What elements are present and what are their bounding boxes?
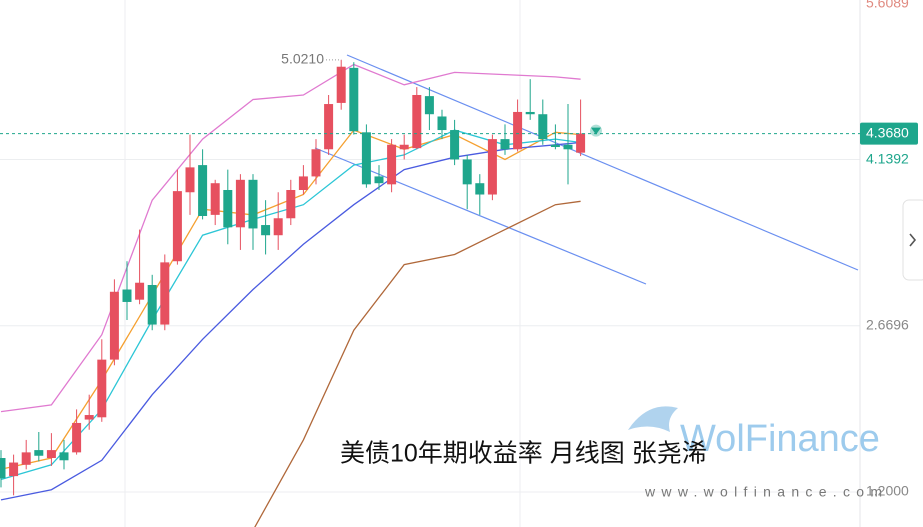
candle-body — [147, 284, 157, 325]
brand-icon — [628, 406, 678, 432]
candle-body — [97, 359, 107, 418]
candle-body — [210, 183, 220, 215]
candle-body — [0, 458, 6, 479]
last-price-label: 4.3680 — [866, 124, 909, 140]
candle-body — [513, 111, 523, 150]
candle-body — [248, 179, 258, 229]
plot-area — [0, 54, 859, 527]
candle-body — [311, 149, 321, 177]
candle-body — [399, 144, 409, 150]
candle-body — [235, 179, 245, 228]
candle-body — [34, 450, 44, 456]
candle-body — [412, 94, 422, 149]
candle-body — [160, 262, 170, 325]
grid-layer — [0, 0, 860, 527]
candle-body — [223, 189, 233, 228]
candle-body — [525, 111, 535, 115]
candle-body — [286, 189, 296, 219]
candle-body — [462, 159, 472, 185]
candle-body — [298, 176, 308, 190]
candle-body — [172, 191, 182, 262]
expand-button[interactable] — [902, 199, 923, 281]
candle-body — [387, 144, 397, 185]
candle-body — [122, 289, 132, 302]
candle-body — [538, 114, 548, 140]
candle-body — [135, 282, 145, 300]
candle-body — [500, 139, 510, 150]
candle-body — [84, 415, 94, 420]
y-tick-label: 5.6089 — [866, 0, 909, 11]
candle-body — [576, 133, 586, 153]
y-tick-label: 4.1392 — [866, 150, 909, 166]
candle-body — [450, 130, 460, 160]
last-price-marker — [591, 127, 601, 135]
expand-button-bg[interactable] — [902, 199, 923, 281]
candle-body — [349, 67, 359, 132]
site: www.wolfinance.com — [644, 484, 888, 500]
candle-body — [437, 116, 447, 131]
candle-body — [46, 450, 56, 459]
candle-body — [324, 104, 334, 150]
high-annotation: 5.0210 — [281, 51, 324, 67]
candle-body — [9, 462, 19, 477]
candle-body — [109, 291, 119, 360]
trend-line — [346, 54, 859, 271]
y-tick-label: 1.2000 — [866, 483, 909, 499]
candle-body — [336, 66, 346, 103]
candle-body — [72, 422, 82, 453]
candle-body — [361, 132, 371, 185]
candle-body — [475, 183, 485, 195]
candle-body — [563, 144, 573, 150]
candle-body — [59, 452, 69, 461]
overlay-line — [0, 63, 581, 413]
candle-body — [487, 139, 497, 195]
candle-body — [424, 96, 434, 115]
candle-body — [273, 218, 283, 236]
candle-body — [198, 165, 208, 217]
y-tick-label: 2.6696 — [866, 316, 909, 332]
candle-body — [21, 452, 31, 465]
candle-body — [374, 176, 384, 184]
overlay-line — [254, 200, 581, 527]
candle-body — [185, 167, 195, 193]
brand: WolFinance — [680, 418, 880, 460]
candle-body — [261, 225, 271, 236]
candle-body — [550, 144, 560, 148]
last-price-box — [860, 122, 918, 145]
expand-icon[interactable] — [909, 233, 917, 247]
caption: 美债10年期收益率 月线图 张尧浠 — [340, 440, 707, 468]
watermark: WolFinance www.wolfinance.com 美债10年期收益率 … — [340, 406, 888, 500]
